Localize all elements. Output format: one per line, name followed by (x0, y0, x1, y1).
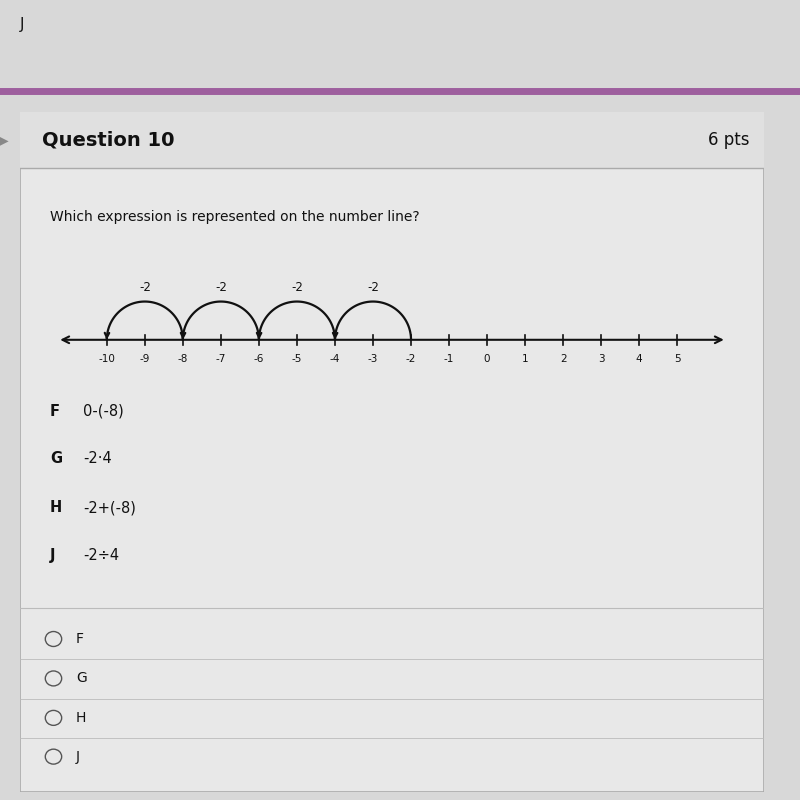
Text: 1: 1 (522, 354, 529, 364)
Text: J: J (50, 548, 55, 563)
Text: -8: -8 (178, 354, 188, 364)
Text: -3: -3 (368, 354, 378, 364)
Text: ▶: ▶ (0, 133, 9, 147)
FancyBboxPatch shape (20, 112, 764, 168)
Text: J: J (20, 17, 25, 31)
Text: -2: -2 (406, 354, 416, 364)
Text: H: H (50, 500, 62, 515)
Text: Question 10: Question 10 (42, 130, 175, 150)
Text: F: F (50, 404, 60, 418)
Text: -2+(-8): -2+(-8) (83, 500, 136, 515)
Text: 3: 3 (598, 354, 605, 364)
Text: J: J (76, 750, 80, 764)
Text: -10: -10 (98, 354, 115, 364)
FancyBboxPatch shape (20, 112, 764, 792)
Text: 0-(-8): 0-(-8) (83, 404, 124, 418)
Text: -6: -6 (254, 354, 264, 364)
Text: G: G (76, 671, 86, 686)
Text: H: H (76, 711, 86, 725)
Text: -2÷4: -2÷4 (83, 548, 119, 563)
Text: G: G (50, 451, 62, 466)
Text: 4: 4 (636, 354, 642, 364)
Text: -2: -2 (139, 282, 150, 294)
Text: 6 pts: 6 pts (708, 131, 749, 149)
Text: -1: -1 (444, 354, 454, 364)
Text: F: F (76, 632, 84, 646)
Text: 0: 0 (484, 354, 490, 364)
Text: -5: -5 (292, 354, 302, 364)
Text: -4: -4 (330, 354, 340, 364)
Text: -2: -2 (367, 282, 379, 294)
Text: 5: 5 (674, 354, 681, 364)
Text: -9: -9 (140, 354, 150, 364)
Text: -2: -2 (215, 282, 227, 294)
Text: 2: 2 (560, 354, 566, 364)
Text: -7: -7 (216, 354, 226, 364)
Text: Which expression is represented on the number line?: Which expression is represented on the n… (50, 210, 419, 224)
Text: -2: -2 (291, 282, 303, 294)
Text: -2·4: -2·4 (83, 451, 112, 466)
